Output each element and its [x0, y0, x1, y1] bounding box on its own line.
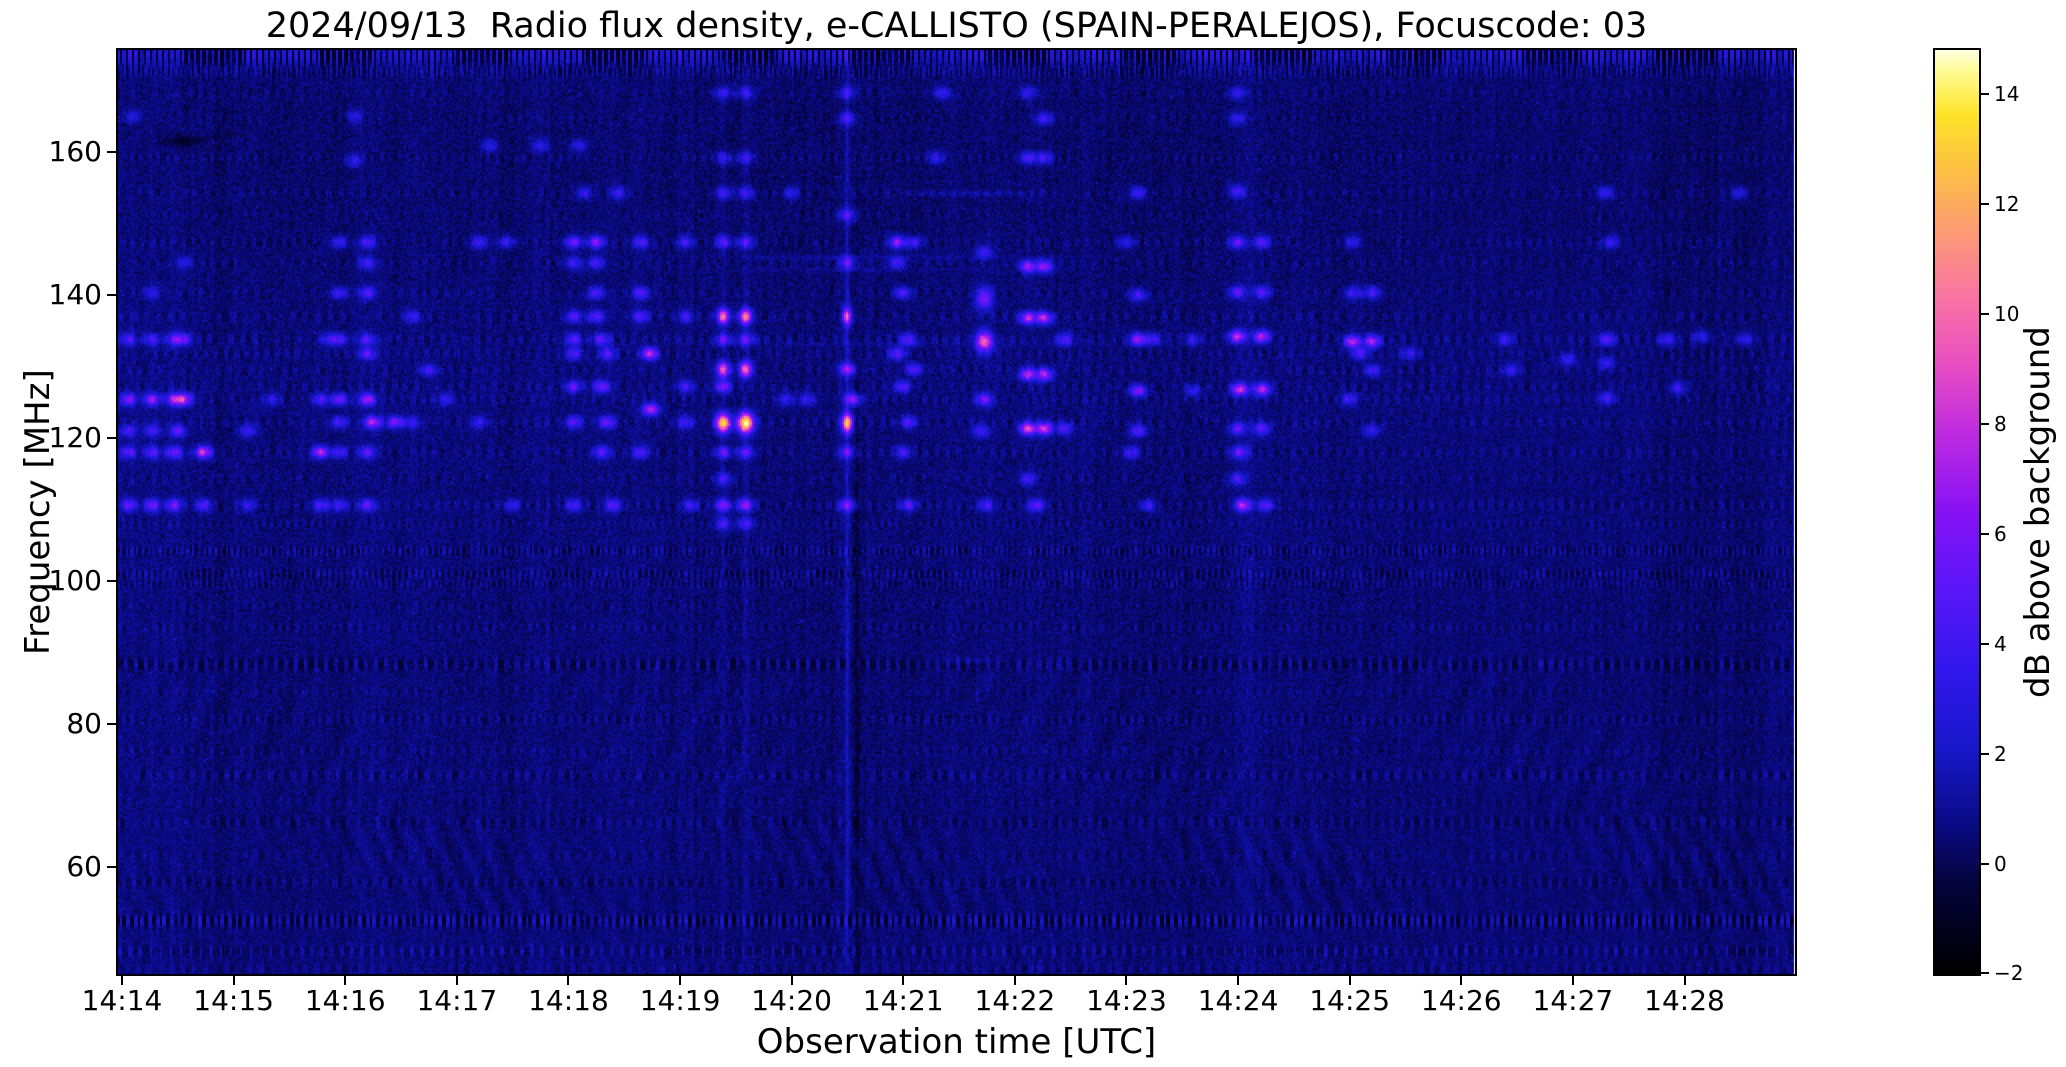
colorbar-canvas: [1935, 50, 1979, 974]
colorbar-tick-mark: [1981, 203, 1989, 205]
colorbar-tick-label: 6: [1994, 522, 2007, 546]
colorbar-tick-label: 10: [1994, 302, 2020, 326]
x-tick-mark: [455, 976, 458, 985]
colorbar-tick-label: 14: [1994, 82, 2020, 106]
x-tick-mark: [1013, 976, 1016, 985]
colorbar-tick-label: 2: [1994, 742, 2007, 766]
x-tick-label: 14:14: [81, 984, 163, 1017]
x-tick-mark: [679, 976, 682, 985]
x-tick-mark: [344, 976, 347, 985]
x-tick-mark: [1237, 976, 1240, 985]
colorbar-tick-label: 4: [1994, 632, 2007, 656]
x-tick-label: 14:18: [528, 984, 609, 1017]
y-tick-mark: [107, 437, 116, 440]
x-tick-label: 14:19: [639, 984, 721, 1017]
colorbar-tick-mark: [1981, 863, 1989, 865]
x-tick-label: 14:15: [193, 984, 274, 1017]
y-axis-label: Frequency [MHz]: [18, 369, 58, 655]
x-tick-label: 14:16: [304, 984, 386, 1017]
colorbar-tick-mark: [1981, 423, 1989, 425]
colorbar-tick-mark: [1981, 643, 1989, 645]
x-tick-mark: [232, 976, 235, 985]
y-tick-label: 60: [66, 849, 102, 883]
x-tick-label: 14:22: [974, 984, 1056, 1017]
y-tick-label: 100: [48, 563, 102, 597]
x-tick-label: 14:27: [1532, 984, 1614, 1017]
colorbar-tick-mark: [1981, 972, 1989, 974]
spectrogram-canvas: [118, 50, 1795, 974]
x-tick-mark: [121, 976, 124, 985]
y-tick-mark: [107, 294, 116, 297]
y-tick-mark: [107, 865, 116, 868]
x-axis-label: Observation time [UTC]: [756, 1022, 1157, 1062]
x-tick-label: 14:23: [1086, 984, 1167, 1017]
colorbar-tick-mark: [1981, 93, 1989, 95]
x-tick-label: 14:28: [1644, 984, 1725, 1017]
y-tick-label: 80: [66, 706, 102, 740]
x-tick-mark: [1125, 976, 1128, 985]
x-tick-label: 14:24: [1197, 984, 1279, 1017]
chart-title: 2024/09/13 Radio flux density, e-CALLIST…: [265, 6, 1648, 46]
x-tick-mark: [902, 976, 905, 985]
x-tick-mark: [567, 976, 570, 985]
y-tick-mark: [107, 579, 116, 582]
y-tick-label: 160: [48, 135, 102, 169]
colorbar-tick-mark: [1981, 533, 1989, 535]
x-tick-mark: [1348, 976, 1351, 985]
x-tick-label: 14:21: [862, 984, 944, 1017]
x-tick-label: 14:25: [1309, 984, 1391, 1017]
colorbar-tick-label: 12: [1994, 192, 2020, 216]
x-tick-mark: [1683, 976, 1686, 985]
x-tick-label: 14:20: [751, 984, 832, 1017]
colorbar-tick-label: 8: [1994, 412, 2007, 436]
plot-axes-frame: [116, 48, 1797, 976]
x-tick-mark: [1460, 976, 1463, 985]
colorbar-frame: [1933, 48, 1981, 976]
colorbar-tick-mark: [1981, 753, 1989, 755]
y-tick-label: 120: [48, 421, 102, 455]
colorbar-tick-label: −2: [1994, 961, 2024, 985]
y-tick-mark: [107, 722, 116, 725]
x-tick-mark: [790, 976, 793, 985]
x-tick-label: 14:17: [416, 984, 498, 1017]
colorbar-tick-mark: [1981, 313, 1989, 315]
x-tick-label: 14:26: [1420, 984, 1502, 1017]
x-tick-mark: [1571, 976, 1574, 985]
y-tick-label: 140: [48, 278, 102, 312]
colorbar-label: dB above background: [2018, 326, 2058, 698]
colorbar-tick-label: 0: [1994, 852, 2007, 876]
y-tick-mark: [107, 151, 116, 154]
